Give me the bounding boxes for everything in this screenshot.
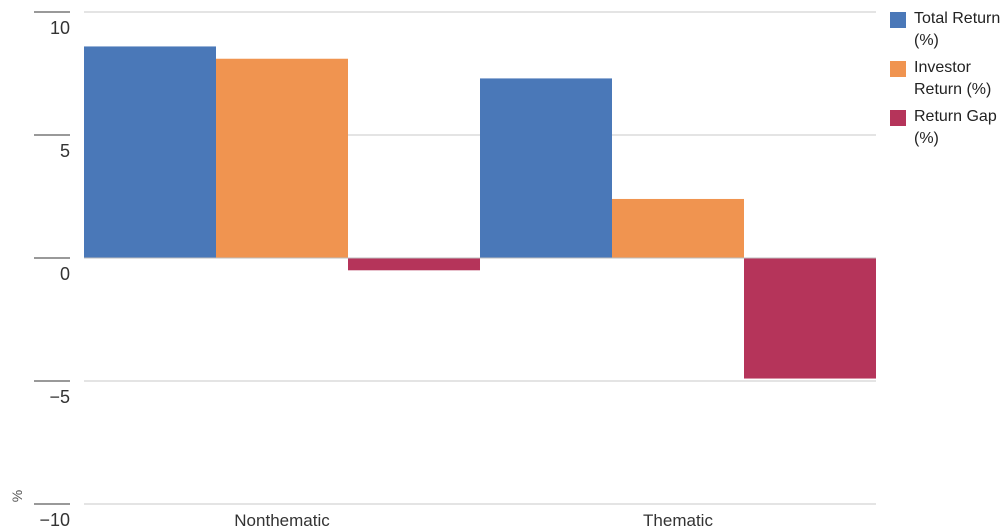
legend: Total Return (%) Investor Return (%) Ret…	[890, 8, 1003, 155]
bar-investor-return-thematic	[612, 198, 744, 258]
bar-total-return-thematic	[480, 78, 612, 258]
legend-label: Total Return (%)	[914, 10, 1001, 49]
bars	[84, 46, 876, 379]
x-axis-ticks: Nonthematic Thematic	[234, 511, 713, 529]
x-tick-label: Thematic	[643, 511, 713, 529]
y-tick-label: 0	[60, 264, 70, 284]
y-tick-label: −5	[49, 387, 70, 407]
y-axis-label: %	[9, 490, 25, 502]
x-tick-label: Nonthematic	[234, 511, 330, 529]
bar-return-gap-thematic	[744, 258, 876, 379]
y-tick-label: −10	[39, 510, 70, 529]
y-tick-label: 10	[50, 18, 70, 38]
legend-item-total-return: Total Return (%)	[890, 8, 1003, 52]
legend-label: Investor Return (%)	[914, 59, 992, 98]
legend-item-investor-return: Investor Return (%)	[890, 57, 1003, 101]
y-tick-label: 5	[60, 141, 70, 161]
bar-total-return-nonthematic	[84, 46, 216, 258]
legend-swatch-investor-return	[890, 61, 906, 77]
y-axis-ticks: 10 5 0 −5 −10	[34, 11, 70, 529]
bar-return-gap-nonthematic	[348, 258, 480, 271]
legend-item-return-gap: Return Gap (%)	[890, 106, 1003, 150]
legend-swatch-total-return	[890, 12, 906, 28]
legend-swatch-return-gap	[890, 110, 906, 126]
legend-label: Return Gap (%)	[914, 108, 997, 147]
bar-investor-return-nonthematic	[216, 58, 348, 258]
